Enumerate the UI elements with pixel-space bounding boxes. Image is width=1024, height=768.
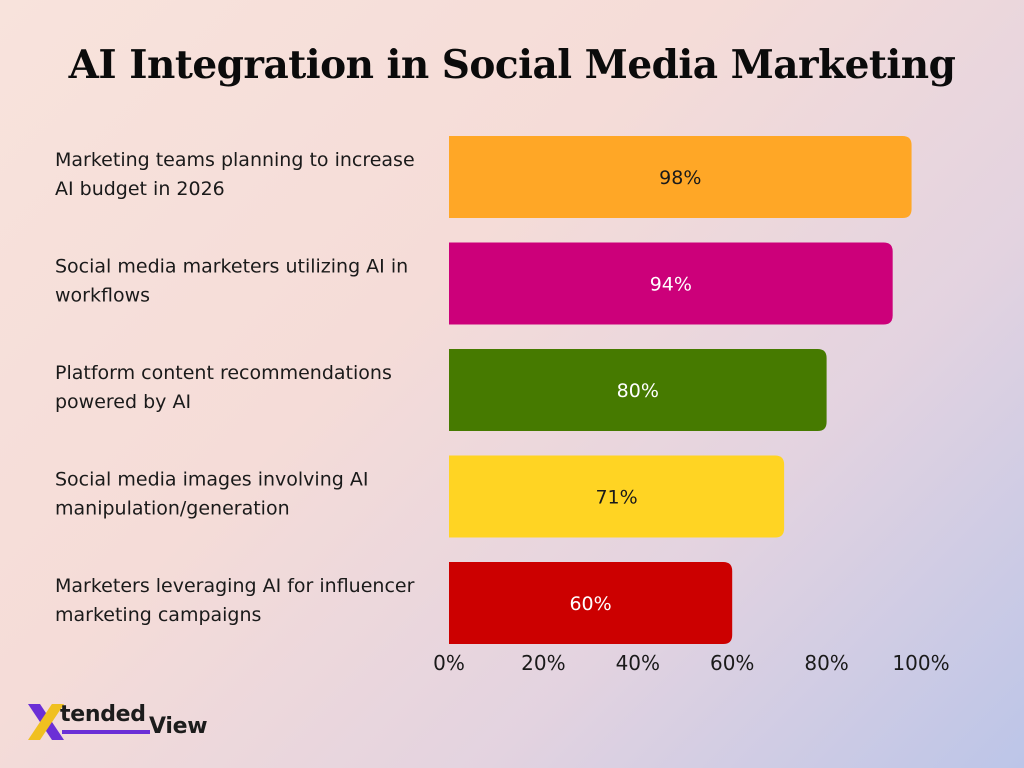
bar-value-label: 94%	[650, 274, 692, 296]
category-label: AI budget in 2026	[55, 178, 225, 200]
x-tick-label: 0%	[433, 651, 465, 675]
bar	[449, 562, 733, 644]
category-label: powered by AI	[55, 391, 191, 413]
x-tick-label: 60%	[710, 651, 754, 675]
category-label: Social media images involving AI	[55, 469, 368, 491]
brand-logo: tended View	[28, 700, 228, 746]
bar	[449, 455, 785, 538]
x-logo-icon	[28, 704, 64, 740]
bar	[449, 349, 827, 431]
x-tick-label: 100%	[892, 651, 949, 675]
logo-text-part1: tended	[60, 702, 146, 727]
bar-value-label: 60%	[569, 593, 611, 615]
bar	[449, 242, 893, 325]
category-label: manipulation/generation	[55, 498, 290, 520]
category-label: Social media marketers utilizing AI in	[55, 256, 408, 278]
logo-text-part2: View	[149, 714, 208, 739]
x-tick-label: 40%	[616, 651, 660, 675]
bar	[449, 136, 912, 218]
x-tick-label: 80%	[804, 651, 848, 675]
category-label: Marketers leveraging AI for influencer	[55, 575, 415, 597]
x-tick-label: 20%	[521, 651, 565, 675]
bar-value-label: 80%	[617, 380, 659, 402]
category-label: marketing campaigns	[55, 604, 261, 626]
chart-title: AI Integration in Social Media Marketing	[68, 42, 956, 88]
bar-value-label: 98%	[659, 167, 701, 189]
logo-underline	[62, 730, 150, 734]
bar-value-label: 71%	[595, 487, 637, 509]
category-label: Platform content recommendations	[55, 362, 392, 384]
category-label: workflows	[55, 285, 150, 307]
category-label: Marketing teams planning to increase	[55, 149, 415, 171]
